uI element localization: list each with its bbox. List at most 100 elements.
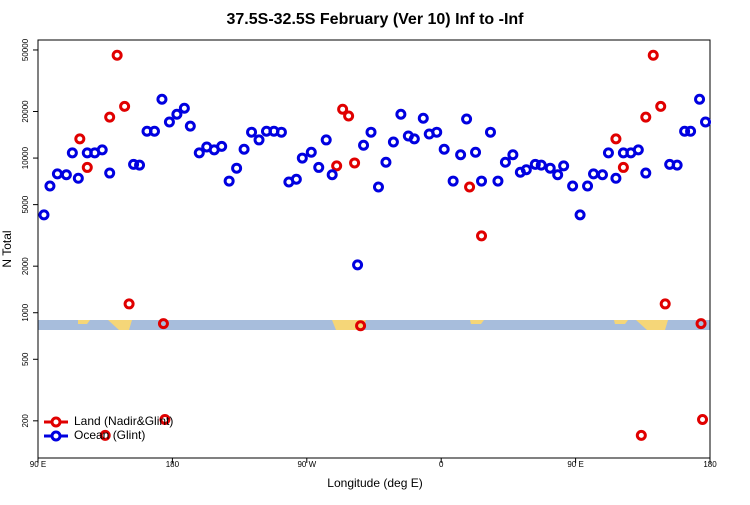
point [617, 161, 629, 173]
point [111, 49, 123, 61]
y-tick-label: 1000 [21, 303, 30, 321]
point [253, 134, 265, 146]
y-tick-label: 2000 [21, 257, 30, 275]
point [499, 156, 511, 168]
point [119, 100, 131, 112]
x-tick-label: 90 E [567, 460, 583, 469]
point [223, 175, 235, 187]
point [700, 116, 712, 128]
x-tick-label: 180 [703, 460, 717, 469]
point [395, 108, 407, 120]
point [51, 168, 63, 180]
y-axis-label: N Total [0, 230, 14, 267]
point [104, 111, 116, 123]
point [231, 162, 243, 174]
point [216, 140, 228, 152]
legend-marker [50, 416, 62, 428]
point [697, 414, 709, 426]
y-tick-label: 5000 [21, 195, 30, 213]
point [476, 175, 488, 187]
point [567, 180, 579, 192]
x-tick-label: 90 W [297, 460, 316, 469]
point [507, 149, 519, 161]
y-tick-label: 50000 [21, 38, 30, 61]
point [290, 173, 302, 185]
point [134, 159, 146, 171]
point [355, 320, 367, 332]
point [387, 136, 399, 148]
point [520, 164, 532, 176]
point [476, 230, 488, 242]
point [156, 93, 168, 105]
point [492, 175, 504, 187]
point [81, 161, 93, 173]
point [417, 112, 429, 124]
point [640, 111, 652, 123]
point [447, 175, 459, 187]
point [38, 209, 50, 221]
point [104, 167, 116, 179]
x-axis-label: Longitude (deg E) [327, 476, 422, 490]
point [470, 146, 482, 158]
point [431, 126, 443, 138]
point [178, 102, 190, 114]
point [44, 180, 56, 192]
point [574, 209, 586, 221]
point [238, 143, 250, 155]
point [671, 159, 683, 171]
point [655, 100, 667, 112]
legend-marker [50, 430, 62, 442]
point [320, 134, 332, 146]
point [331, 160, 343, 172]
map-strip [38, 320, 710, 330]
chart-title: 37.5S-32.5S February (Ver 10) Inf to -In… [227, 11, 525, 28]
point [72, 172, 84, 184]
x-tick-label: 90 E [30, 460, 46, 469]
point [313, 161, 325, 173]
y-tick-label: 10000 [21, 146, 30, 169]
point [99, 429, 111, 441]
point [305, 146, 317, 158]
point [602, 147, 614, 159]
ocean-band [38, 320, 710, 330]
point [275, 126, 287, 138]
point [66, 147, 78, 159]
legend-label: Ocean (Glint) [74, 428, 145, 442]
point [694, 93, 706, 105]
point [632, 144, 644, 156]
point [157, 318, 169, 330]
point [679, 125, 691, 137]
point [123, 298, 135, 310]
point [193, 147, 205, 159]
point [582, 180, 594, 192]
x-tick-label: 180 [166, 460, 180, 469]
point [588, 168, 600, 180]
point [148, 125, 160, 137]
point [365, 126, 377, 138]
point [163, 116, 175, 128]
point [372, 181, 384, 193]
point [159, 414, 171, 426]
point [464, 181, 476, 193]
y-tick-label: 500 [21, 352, 30, 366]
point [337, 103, 349, 115]
legend-label: Land (Nadir&Glint) [74, 414, 173, 428]
point [635, 429, 647, 441]
point [529, 158, 541, 170]
point [647, 49, 659, 61]
point [685, 125, 697, 137]
point [438, 143, 450, 155]
point [610, 133, 622, 145]
point [455, 149, 467, 161]
point [596, 169, 608, 181]
point [74, 133, 86, 145]
point [484, 126, 496, 138]
point [349, 157, 361, 169]
point [358, 139, 370, 151]
point [558, 160, 570, 172]
point [640, 167, 652, 179]
plot-frame [37, 39, 711, 459]
point [343, 110, 355, 122]
point [60, 169, 72, 181]
point [552, 169, 564, 181]
